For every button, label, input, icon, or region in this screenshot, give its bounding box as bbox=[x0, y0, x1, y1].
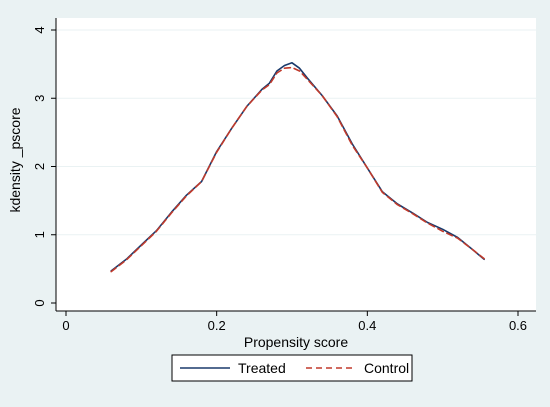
y-tick-label: 4 bbox=[32, 26, 47, 33]
legend-label-control: Control bbox=[364, 360, 409, 376]
x-tick-label: 0.4 bbox=[358, 318, 376, 333]
x-tick-label: 0 bbox=[62, 318, 69, 333]
x-axis-title: Propensity score bbox=[244, 334, 348, 350]
x-tick-label: 0.6 bbox=[509, 318, 527, 333]
gridlines bbox=[56, 29, 536, 236]
series-lines bbox=[110, 62, 485, 273]
legend: Treated Control bbox=[171, 354, 413, 382]
legend-label-treated: Treated bbox=[238, 360, 286, 376]
y-tick-label: 2 bbox=[32, 163, 47, 170]
axis-ticks: 0 1 2 3 4 0 0.2 0.4 0.6 bbox=[32, 26, 527, 333]
y-tick-label: 0 bbox=[32, 299, 47, 306]
x-tick-label: 0.2 bbox=[208, 318, 226, 333]
y-tick-label: 1 bbox=[32, 231, 47, 238]
y-axis-title: kdensity _pscore bbox=[7, 107, 23, 212]
y-tick-label: 3 bbox=[32, 95, 47, 102]
series-line-control bbox=[110, 66, 485, 273]
plot-area bbox=[56, 18, 536, 311]
